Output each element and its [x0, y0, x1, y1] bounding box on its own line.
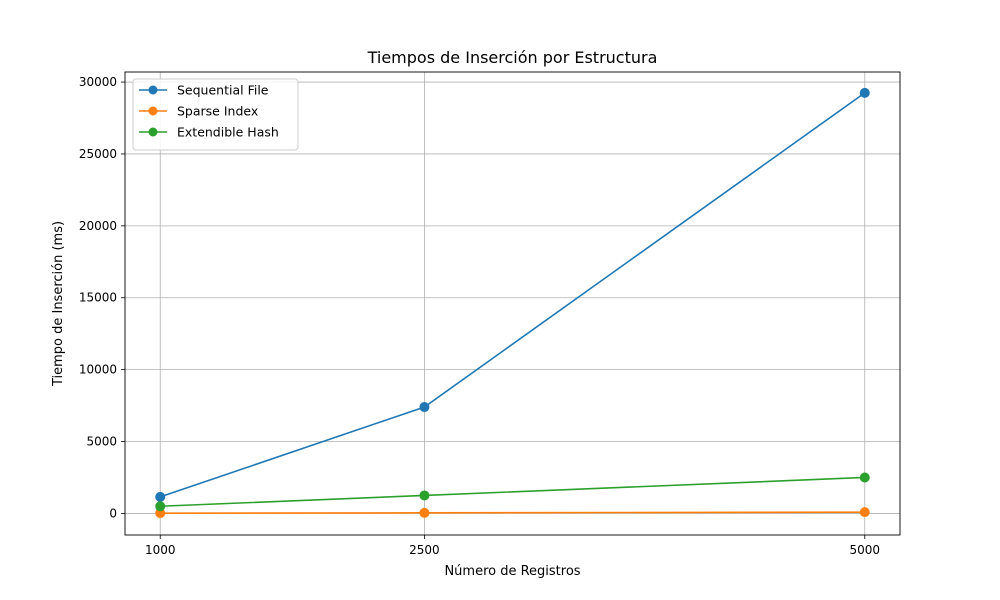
series-sparse-index: [155, 507, 870, 519]
series-layer: [155, 87, 870, 519]
data-point: [859, 507, 870, 518]
legend-box: [132, 78, 299, 151]
legend: Sequential File Sparse Index Extendible Ha…: [132, 78, 299, 151]
legend-label: Sparse Index: [177, 104, 258, 119]
data-point: [859, 87, 870, 98]
data-point: [419, 402, 430, 413]
chart-title: Tiempos de Inserción por Estructura: [367, 48, 658, 67]
y-tick-label: 15000: [79, 291, 117, 305]
legend-marker: [148, 106, 158, 116]
series-line: [160, 511, 865, 514]
data-point: [419, 490, 430, 501]
series-extendible-hash: [155, 472, 870, 512]
data-point: [859, 472, 870, 483]
x-tick-label: 2500: [409, 543, 440, 557]
ticks: 1000 2500 5000 0 5000 10000 15000 20000 25000 300…: [79, 75, 880, 557]
legend-item: Extendible Hash: [139, 125, 279, 140]
x-axis-label: Número de Registros: [444, 564, 580, 579]
y-tick-label: 10000: [79, 363, 117, 377]
data-point: [155, 501, 166, 512]
y-tick-label: 5000: [86, 435, 117, 449]
legend-item: Sequential File: [139, 83, 269, 98]
y-tick-label: 25000: [79, 147, 117, 161]
x-tick-label: 1000: [145, 543, 176, 557]
data-point: [419, 507, 430, 518]
data-point: [155, 491, 166, 502]
y-axis-label: Tiempo de Inserción (ms): [51, 221, 66, 387]
legend-label: Sequential File: [177, 83, 269, 98]
plot-frame: [124, 71, 901, 536]
legend-item: Sparse Index: [139, 104, 258, 119]
x-tick-label: 5000: [849, 543, 880, 557]
y-tick-label: 30000: [79, 75, 117, 89]
y-tick-label: 0: [109, 506, 117, 520]
series-sequential-file: [155, 87, 870, 502]
legend-marker: [148, 85, 158, 95]
legend-marker: [148, 127, 158, 137]
grid: [125, 72, 900, 535]
legend-label: Extendible Hash: [177, 125, 279, 140]
y-tick-label: 20000: [79, 219, 117, 233]
